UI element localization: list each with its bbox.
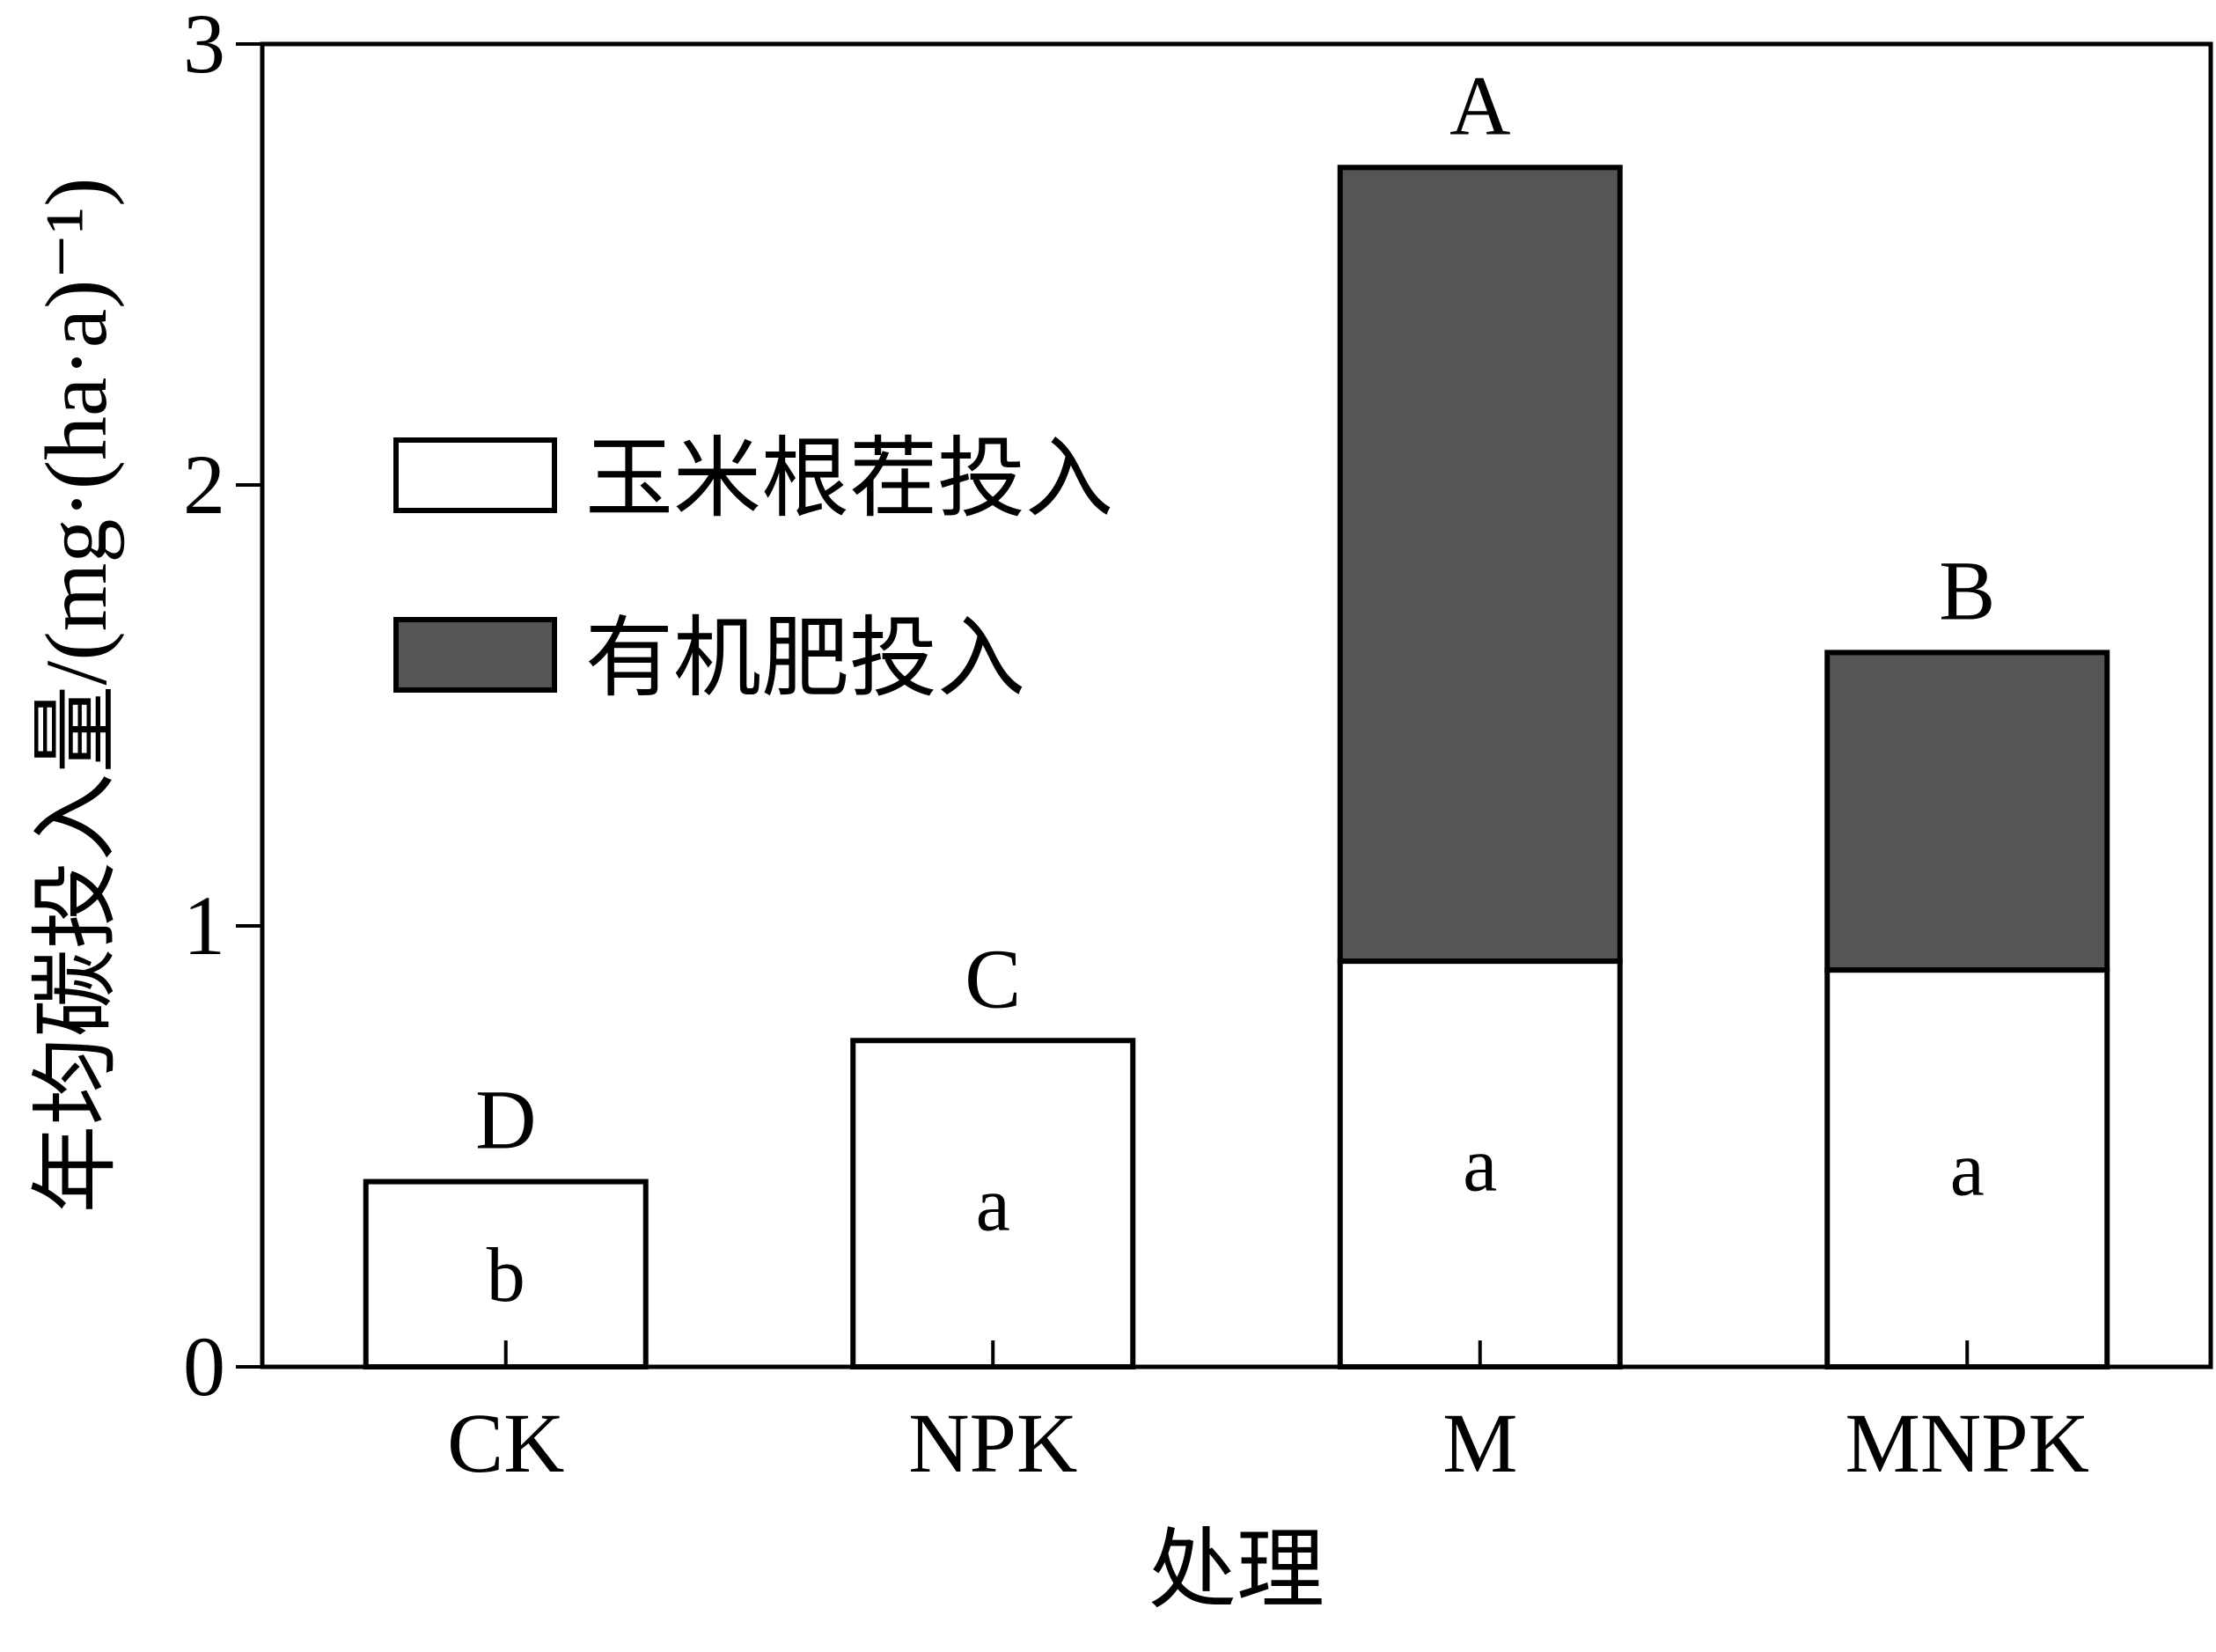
bar-npk-series-0 xyxy=(850,1038,1136,1369)
legend-swatch-series-0 xyxy=(393,437,557,513)
y-tick-label-3: 3 xyxy=(183,0,225,91)
group-label-mnpk: B xyxy=(1939,543,1995,637)
x-tick-label-m: M xyxy=(1442,1396,1517,1490)
group-label-ck: D xyxy=(475,1073,536,1167)
x-tick-label-ck: CK xyxy=(447,1396,564,1490)
legend-label-series-1: 有机肥投入 xyxy=(585,610,1025,708)
bar-m-series-1 xyxy=(1337,165,1623,965)
legend-swatch-series-1 xyxy=(393,617,557,693)
ticks-layer: CK Db NPK Ca M Aa MNPK Ba 0 1 2 3 xyxy=(183,0,2089,1490)
inner-label-mnpk: a xyxy=(1950,1127,1985,1213)
bar-ck-series-0 xyxy=(363,1178,649,1369)
x-tick-label-mnpk: MNPK xyxy=(1845,1396,2089,1490)
inner-label-ck: b xyxy=(487,1233,525,1318)
group-label-npk: C xyxy=(965,931,1021,1025)
plot-frame xyxy=(260,41,2213,1369)
inner-label-m: a xyxy=(1463,1123,1497,1208)
bar-mnpk-series-1 xyxy=(1824,650,2110,973)
legend: 玉米根茬投入 有机肥投入 xyxy=(393,430,1113,708)
legend-label-series-0: 玉米根茬投入 xyxy=(585,430,1113,528)
x-axis-title: 处理 xyxy=(1148,1522,1324,1619)
inner-label-npk: a xyxy=(976,1163,1010,1248)
bars-layer xyxy=(363,165,2110,1369)
x-tick-label-npk: NPK xyxy=(908,1396,1077,1490)
group-label-m: A xyxy=(1449,58,1510,152)
y-axis-title: 年均碳投入量/(mg·(ha·a)⁻¹) xyxy=(27,178,125,1214)
bar-mnpk-series-0 xyxy=(1824,967,2110,1369)
y-tick-label-2: 2 xyxy=(183,437,225,532)
y-tick-label-0: 0 xyxy=(183,1319,225,1413)
y-tick-label-1: 1 xyxy=(183,878,225,973)
